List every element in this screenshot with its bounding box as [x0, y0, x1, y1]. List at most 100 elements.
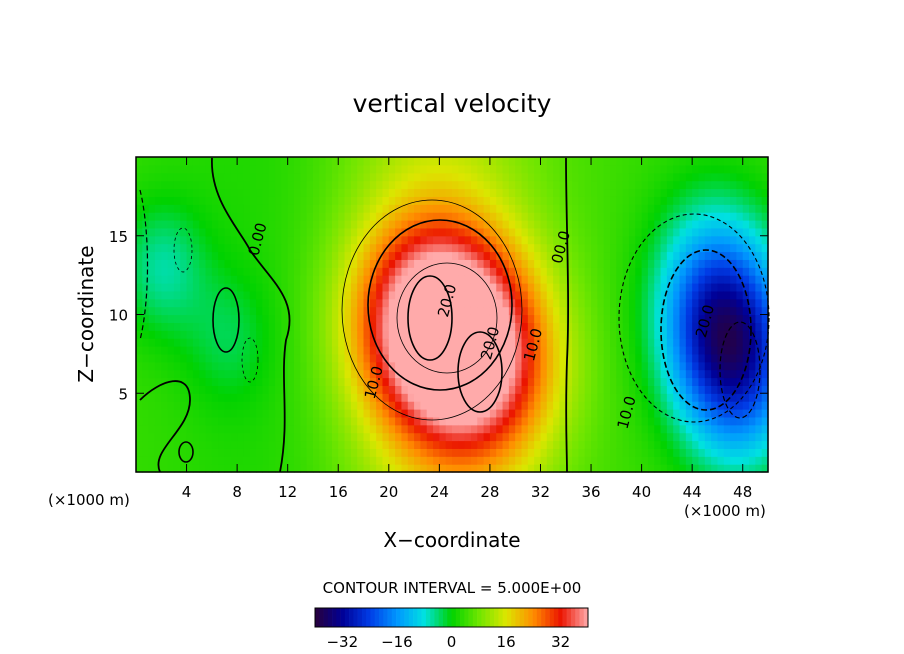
heatmap-cell: [635, 259, 643, 268]
heatmap-cell: [565, 306, 573, 316]
heatmap-cell: [382, 416, 390, 426]
heatmap-cell: [666, 416, 674, 426]
heatmap-cell: [173, 369, 181, 379]
heatmap-cell: [610, 377, 617, 386]
heatmap-cell: [540, 275, 548, 284]
heatmap-cell: [565, 361, 573, 371]
heatmap-cell: [300, 157, 308, 166]
heatmap-cell: [243, 353, 251, 363]
heatmap-cell: [565, 275, 573, 284]
heatmap-cell: [357, 235, 365, 245]
heatmap-cell: [496, 188, 504, 197]
heatmap-cell: [723, 346, 731, 355]
heatmap-cell: [527, 196, 535, 205]
heatmap-cell: [654, 227, 662, 237]
heatmap-cell: [483, 314, 491, 323]
heatmap-cell: [508, 196, 516, 205]
heatmap-cell: [603, 212, 611, 221]
heatmap-cell: [635, 385, 643, 394]
heatmap-cell: [420, 212, 428, 221]
heatmap-cell: [742, 243, 750, 253]
heatmap-cell: [584, 456, 592, 465]
heatmap-cell: [635, 235, 643, 245]
heatmap-cell: [287, 416, 295, 426]
heatmap-cell: [584, 385, 592, 394]
heatmap-cell: [723, 456, 731, 465]
heatmap-cell: [142, 401, 150, 410]
heatmap-cell: [534, 283, 542, 292]
heatmap-cell: [591, 157, 598, 166]
heatmap-cell: [452, 180, 459, 190]
heatmap-cell: [654, 298, 662, 308]
heatmap-cell: [363, 448, 371, 457]
heatmap-cell: [470, 235, 478, 245]
heatmap-cell: [704, 204, 712, 213]
heatmap-cell: [597, 251, 605, 260]
heatmap-cell: [142, 290, 150, 300]
heatmap-cell: [749, 180, 756, 190]
heatmap-cell: [275, 275, 282, 284]
heatmap-cell: [673, 401, 681, 410]
heatmap-cell: [736, 243, 744, 253]
heatmap-cell: [546, 338, 554, 347]
heatmap-cell: [597, 338, 605, 347]
heatmap-cell: [306, 259, 314, 268]
heatmap-cell: [477, 204, 485, 213]
heatmap-cell: [489, 180, 497, 190]
heatmap-cell: [287, 424, 295, 434]
heatmap-cell: [515, 464, 523, 473]
heatmap-cell: [477, 409, 485, 418]
heatmap-cell: [211, 283, 219, 292]
heatmap-cell: [142, 424, 150, 434]
heatmap-cell: [344, 157, 352, 166]
heatmap-cell: [319, 188, 327, 197]
heatmap-cell: [401, 235, 409, 245]
heatmap-cell: [527, 275, 535, 284]
heatmap-cell: [363, 235, 371, 245]
heatmap-cell: [306, 251, 314, 260]
heatmap-cell: [698, 393, 706, 402]
heatmap-cell: [426, 227, 434, 237]
heatmap-cell: [325, 306, 333, 316]
heatmap-cell: [723, 227, 731, 237]
heatmap-cell: [161, 456, 169, 465]
heatmap-cell: [502, 330, 510, 339]
heatmap-cell: [610, 440, 617, 449]
heatmap-cell: [635, 322, 643, 331]
heatmap-cell: [730, 448, 737, 457]
heatmap-cell: [565, 346, 573, 355]
heatmap-cell: [414, 361, 421, 371]
heatmap-cell: [211, 330, 219, 339]
heatmap-cell: [527, 432, 535, 442]
heatmap-cell: [218, 298, 226, 308]
heatmap-cell: [464, 377, 472, 386]
heatmap-cell: [294, 416, 301, 426]
heatmap-cell: [597, 456, 605, 465]
heatmap-cell: [319, 369, 327, 379]
heatmap-cell: [338, 416, 346, 426]
heatmap-cell: [312, 456, 320, 465]
heatmap-cell: [458, 267, 466, 276]
heatmap-cell: [572, 243, 579, 253]
heatmap-cell: [281, 456, 289, 465]
heatmap-cell: [578, 448, 586, 457]
heatmap-cell: [717, 298, 725, 308]
heatmap-cell: [565, 157, 573, 166]
heatmap-cell: [388, 385, 396, 394]
colorbar-swatch: [417, 608, 422, 627]
heatmap-cell: [363, 393, 371, 402]
heatmap-cell: [142, 204, 150, 213]
heatmap-cell: [635, 464, 643, 473]
heatmap-cell: [369, 377, 377, 386]
heatmap-cell: [654, 401, 662, 410]
heatmap-cell: [692, 298, 700, 308]
heatmap-cell: [237, 275, 245, 284]
heatmap-cell: [603, 464, 611, 473]
heatmap-cell: [755, 432, 763, 442]
heatmap-cell: [641, 353, 649, 363]
heatmap-cell: [597, 432, 605, 442]
heatmap-cell: [464, 440, 472, 449]
heatmap-cell: [237, 409, 245, 418]
heatmap-cell: [161, 267, 169, 276]
heatmap-cell: [312, 440, 320, 449]
